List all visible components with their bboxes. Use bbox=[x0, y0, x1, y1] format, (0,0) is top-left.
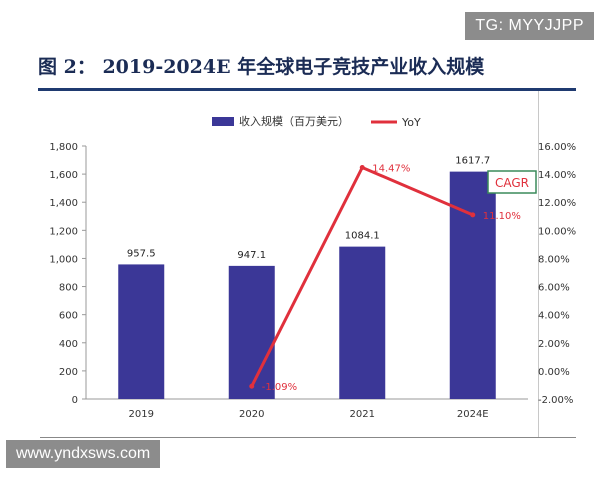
bar-value-label: 957.5 bbox=[127, 248, 156, 259]
bar-value-label: 1084.1 bbox=[345, 231, 380, 242]
chart-frame-right bbox=[538, 91, 539, 437]
cagr-box bbox=[487, 170, 537, 194]
left-tick-label: 1,000 bbox=[49, 254, 78, 265]
bar-value-label: 1617.7 bbox=[455, 156, 490, 167]
right-tick-label: 8.00% bbox=[538, 254, 570, 265]
right-tick-label: 4.00% bbox=[538, 311, 570, 322]
revenue-bar bbox=[118, 264, 165, 399]
revenue-bar bbox=[449, 171, 496, 399]
legend-bar-swatch bbox=[212, 117, 234, 126]
right-tick-label: 10.00% bbox=[538, 226, 576, 237]
yoy-point bbox=[249, 383, 255, 389]
cagr-annotation: CAGR bbox=[487, 170, 537, 194]
left-tick-label: 1,800 bbox=[49, 142, 78, 153]
left-tick-label: 1,200 bbox=[49, 226, 78, 237]
left-tick-label: 200 bbox=[59, 367, 78, 378]
watermark-top-right: TG: MYYJJPP bbox=[465, 12, 594, 40]
yoy-value-label: 14.47% bbox=[372, 164, 410, 175]
left-tick-label: 1,400 bbox=[49, 198, 78, 209]
category-label: 2021 bbox=[350, 409, 375, 420]
revenue-bar bbox=[228, 265, 275, 399]
category-label: 2020 bbox=[239, 409, 264, 420]
right-tick-label: -2.00% bbox=[538, 395, 573, 406]
cagr-label: CAGR bbox=[495, 176, 529, 190]
legend: 收入规模（百万美元） YoY bbox=[212, 114, 421, 129]
yoy-point bbox=[470, 212, 476, 218]
left-tick-label: 400 bbox=[59, 339, 78, 350]
right-tick-label: 16.00% bbox=[538, 142, 576, 153]
right-tick-label: 14.00% bbox=[538, 170, 576, 181]
bottom-divider bbox=[40, 437, 576, 438]
left-tick-label: 0 bbox=[72, 395, 78, 406]
right-tick-label: 2.00% bbox=[538, 339, 570, 350]
yoy-value-label: -1.09% bbox=[262, 382, 297, 393]
left-tick-label: 600 bbox=[59, 311, 78, 322]
right-tick-label: 12.00% bbox=[538, 198, 576, 209]
revenue-bar bbox=[339, 246, 386, 399]
left-tick-label: 1,600 bbox=[49, 170, 78, 181]
yoy-point bbox=[359, 165, 365, 171]
category-label: 2019 bbox=[129, 409, 154, 420]
bar-value-label: 947.1 bbox=[237, 250, 266, 261]
category-labels: 2019 2020 2021 2024E bbox=[129, 409, 489, 420]
legend-bar-label: 收入规模（百万美元） bbox=[239, 114, 349, 128]
right-axis: -2.00% 0.00% 2.00% 4.00% 6.00% 8.00% 10.00% 12.… bbox=[538, 142, 576, 406]
title-divider bbox=[38, 88, 576, 91]
right-tick-label: 0.00% bbox=[538, 367, 570, 378]
category-label: 2024E bbox=[457, 409, 489, 420]
watermark-bottom-left: www.yndxsws.com bbox=[6, 440, 161, 468]
right-tick-label: 6.00% bbox=[538, 283, 570, 294]
yoy-value-label: 11.10% bbox=[483, 211, 521, 222]
figure-title: 图 2： 2019-2024E 年全球电子竞技产业收入规模 bbox=[38, 56, 485, 78]
legend-line-label: YoY bbox=[401, 116, 421, 129]
yoy-line-group: -1.09% 14.47% 11.10% bbox=[249, 164, 521, 393]
left-tick-label: 800 bbox=[59, 283, 78, 294]
